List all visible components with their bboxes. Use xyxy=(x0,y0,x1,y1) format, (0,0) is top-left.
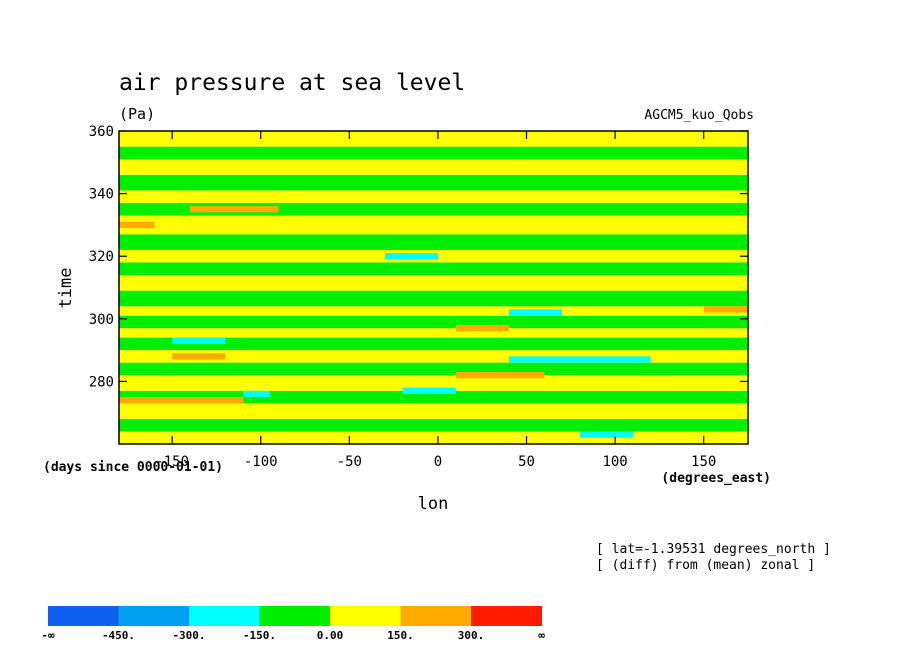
field-band xyxy=(119,190,748,203)
y-axis-label: time xyxy=(56,268,76,309)
field-patch xyxy=(172,337,226,344)
x-tick-label: 50 xyxy=(518,454,535,470)
x-tick-label: 100 xyxy=(602,454,627,470)
colorbar-swatch xyxy=(400,606,472,626)
field-patch xyxy=(455,372,545,379)
x-tick-label: 150 xyxy=(691,454,716,470)
y-tick-label: 360 xyxy=(89,124,114,140)
heatmap-field xyxy=(119,131,748,444)
colorbar-swatch xyxy=(118,606,190,626)
field-patch xyxy=(189,206,279,213)
y-axis: 280 300 320 340 360 xyxy=(89,124,748,390)
x-tick-label: -150 xyxy=(155,454,189,470)
field-patch xyxy=(455,325,509,332)
field-patch xyxy=(508,309,562,316)
field-band xyxy=(119,431,748,444)
colorbar-swatch xyxy=(48,606,119,626)
field-band xyxy=(119,174,748,191)
lat-annotation: [ lat=-1.39531 degrees_north ] xyxy=(596,542,831,557)
field-band xyxy=(119,337,748,351)
y-tick-label: 300 xyxy=(89,312,114,328)
colorbar-label: 300. xyxy=(458,629,485,642)
field-band xyxy=(119,159,748,175)
field-band xyxy=(119,418,748,432)
field-patch xyxy=(243,390,270,398)
colorbar-label: 0.00 xyxy=(317,629,344,642)
x-units-label: (degrees_east) xyxy=(661,471,771,486)
field-band xyxy=(119,306,748,316)
chart-title: air pressure at sea level xyxy=(119,70,465,96)
field-band xyxy=(119,375,748,391)
field-patch xyxy=(402,387,456,394)
colorbar-swatch xyxy=(189,606,260,626)
x-axis-label: lon xyxy=(418,494,449,514)
field-band xyxy=(119,315,748,329)
colorbar-label: ∞ xyxy=(538,629,545,642)
field-band xyxy=(119,290,748,307)
colorbar-label: -300. xyxy=(172,629,205,642)
colorbar-swatch xyxy=(471,606,542,626)
x-tick-label: -50 xyxy=(337,454,362,470)
y-tick-label: 280 xyxy=(89,374,114,390)
x-tick-label: 0 xyxy=(434,454,442,470)
colorbar-label: 150. xyxy=(387,629,414,642)
y-tick-label: 320 xyxy=(89,249,114,265)
field-patch xyxy=(703,306,748,313)
diff-annotation: [ (diff) from (mean) zonal ] xyxy=(596,558,815,573)
x-axis: -150 -100 -50 0 50 100 150 xyxy=(155,131,716,470)
field-band xyxy=(119,262,748,275)
field-patch xyxy=(172,353,226,360)
field-patch xyxy=(119,397,244,404)
field-band xyxy=(119,328,748,338)
field-band xyxy=(119,234,748,250)
colorbar-label: -450. xyxy=(102,629,135,642)
field-patch xyxy=(508,356,651,363)
colorbar: -∞ -450. -300. -150. 0.00 150. 300. ∞ xyxy=(41,606,545,642)
field-band xyxy=(119,146,748,160)
field-patch xyxy=(384,253,438,260)
plot-frame xyxy=(118,130,749,445)
colorbar-swatch xyxy=(259,606,331,626)
units-label: (Pa) xyxy=(119,105,155,123)
field-band xyxy=(119,403,748,419)
y-tick-label: 340 xyxy=(89,187,114,203)
field-patch xyxy=(119,221,155,229)
colorbar-swatch xyxy=(330,606,401,626)
field-band xyxy=(119,274,748,291)
field-band xyxy=(119,390,748,404)
field-band xyxy=(119,215,748,235)
x-tick-label: -100 xyxy=(244,454,278,470)
model-label: AGCM5_kuo_Qobs xyxy=(644,108,754,123)
field-band xyxy=(119,131,748,147)
colorbar-label: -150. xyxy=(243,629,276,642)
y-units-label: (days since 0000-01-01) xyxy=(43,460,223,475)
colorbar-label: -∞ xyxy=(41,629,55,642)
field-patch xyxy=(579,431,633,438)
field-band xyxy=(119,362,748,376)
